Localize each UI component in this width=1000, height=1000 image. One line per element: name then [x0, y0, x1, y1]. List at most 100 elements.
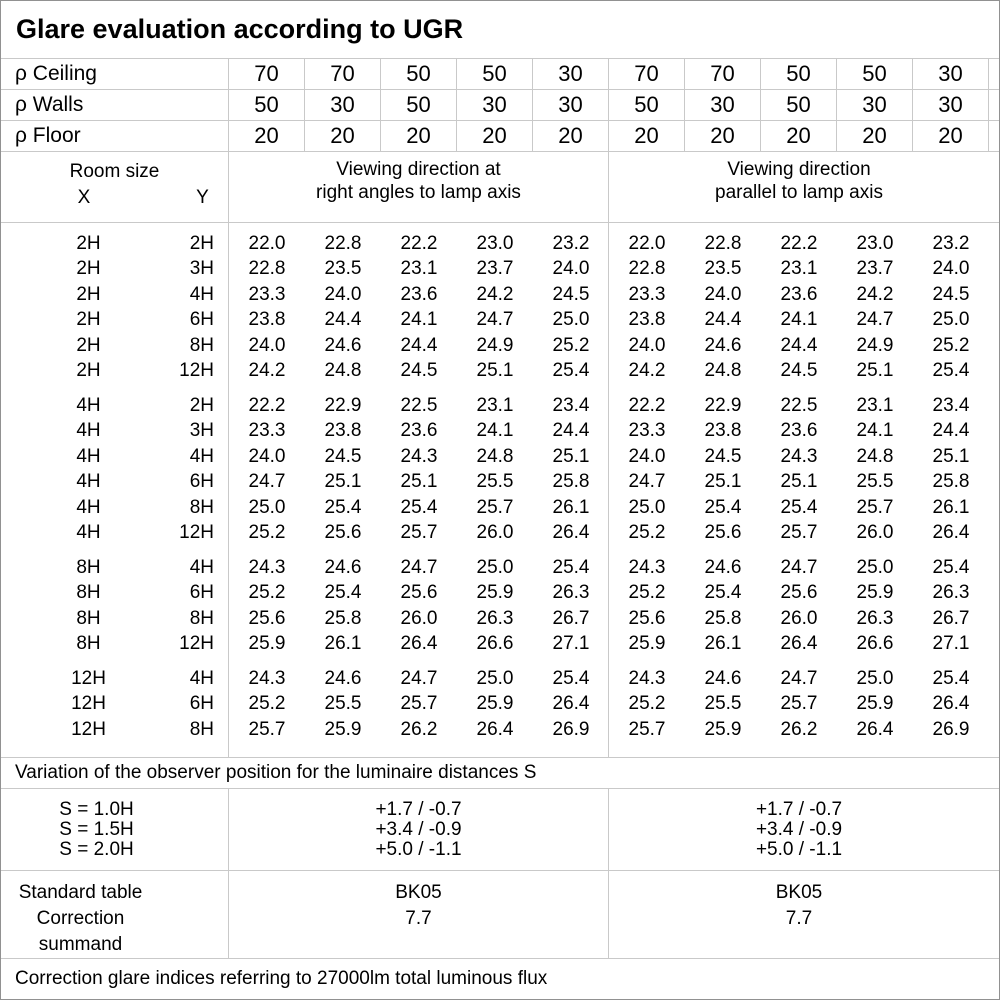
ugr-value-parallel: 24.7 — [628, 471, 666, 493]
ugr-value-right-angles: 22.5 — [400, 394, 438, 416]
group-header-line: parallel to lamp axis — [715, 182, 883, 203]
room-size-cell: 2H 2H — [1, 233, 229, 255]
standard-table-value: 7.7 — [785, 908, 813, 929]
table-header-row: Room size X Y Viewing direction at right… — [1, 152, 999, 223]
room-size-cell: 8H 12H — [1, 633, 229, 655]
ugr-value-right-angles: 23.0 — [476, 232, 514, 254]
ugr-value-parallel: 25.4 — [704, 496, 742, 518]
table-row: 4H 8H 25.0 25.4 25.4 25.7 26.1 25.0 25.4 25.4 25.7… — [1, 495, 999, 521]
table-row: 8H 4H 24.3 24.6 24.7 25.0 25.4 24.3 24.6 24.7 25.0… — [1, 555, 999, 581]
ugr-value-parallel: 24.4 — [780, 334, 818, 356]
x-axis-label: X — [77, 187, 91, 208]
ugr-value-right-angles: 24.7 — [400, 556, 438, 578]
room-x-value: 8H — [76, 607, 101, 629]
ugr-value-right-angles: 22.9 — [324, 394, 362, 416]
ugr-value-parallel: 23.0 — [856, 232, 894, 254]
room-size-cell: 8H 4H — [1, 557, 229, 579]
room-x-value: 12H — [71, 718, 106, 740]
ugr-value-right-angles: 24.7 — [476, 309, 514, 331]
ugr-value-parallel: 25.9 — [704, 718, 742, 740]
room-size-cell: 4H 4H — [1, 446, 229, 468]
room-x-value: 4H — [76, 394, 101, 416]
group-header-line: Viewing direction at — [336, 159, 501, 180]
ugr-value-parallel: 25.9 — [856, 582, 894, 604]
row-filler — [989, 59, 999, 89]
ugr-value-right-angles: 24.1 — [400, 309, 438, 331]
reflectance-value: 30 — [457, 90, 533, 120]
ugr-value-right-angles: 24.6 — [324, 667, 362, 689]
ugr-value-parallel: 25.6 — [780, 582, 818, 604]
ugr-value-parallel: 25.1 — [856, 360, 894, 382]
ugr-value-right-angles: 26.3 — [476, 607, 514, 629]
standard-table-values-right-angles: BK05 7.7 — [229, 871, 609, 958]
room-x-value: 4H — [76, 471, 101, 493]
ugr-value-parallel: 25.4 — [704, 582, 742, 604]
room-size-cell: 4H 3H — [1, 420, 229, 442]
room-y-value: 4H — [189, 556, 214, 578]
table-row: 12H 6H 25.2 25.5 25.7 25.9 26.4 25.2 25.5 25.7 25.… — [1, 692, 999, 718]
ugr-value-right-angles: 24.8 — [324, 360, 362, 382]
reflectance-value: 20 — [685, 121, 761, 151]
ugr-value-right-angles: 24.0 — [248, 445, 286, 467]
ugr-value-right-angles: 24.1 — [476, 420, 514, 442]
ugr-value-parallel: 24.3 — [628, 556, 666, 578]
standard-table-value: BK05 — [775, 882, 823, 903]
ugr-value-right-angles: 25.2 — [248, 693, 286, 715]
ugr-value-right-angles: 26.3 — [552, 582, 590, 604]
ugr-value-parallel: 25.4 — [932, 360, 970, 382]
ugr-value-parallel: 25.1 — [780, 471, 818, 493]
room-x-value: 2H — [76, 334, 101, 356]
ugr-value-right-angles: 24.3 — [248, 667, 286, 689]
reflectance-row: ρ Walls 50 30 50 30 30 50 30 50 30 30 — [1, 90, 999, 121]
room-size-cell: 2H 12H — [1, 360, 229, 382]
room-x-value: 4H — [76, 496, 101, 518]
ugr-value-right-angles: 25.5 — [476, 471, 514, 493]
room-size-header: Room size X Y — [1, 152, 229, 222]
ugr-value-parallel: 26.0 — [856, 522, 894, 544]
ugr-value-parallel: 24.0 — [628, 445, 666, 467]
ugr-value-parallel: 25.0 — [628, 496, 666, 518]
ugr-value-parallel: 23.8 — [628, 309, 666, 331]
table-row: 2H 3H 22.8 23.5 23.1 23.7 24.0 22.8 23.5 23.1 23.7… — [1, 257, 999, 283]
ugr-value-right-angles: 25.0 — [476, 667, 514, 689]
ugr-value-parallel: 26.3 — [932, 582, 970, 604]
ugr-value-parallel: 25.2 — [628, 693, 666, 715]
room-x-value: 4H — [76, 522, 101, 544]
ugr-value-parallel: 23.5 — [704, 258, 742, 280]
ugr-value-parallel: 26.6 — [856, 633, 894, 655]
ugr-value-right-angles: 22.2 — [400, 232, 438, 254]
ugr-value-parallel: 25.7 — [780, 522, 818, 544]
ugr-value-parallel: 24.0 — [932, 258, 970, 280]
room-size-cell: 4H 2H — [1, 395, 229, 417]
table-row: 2H 6H 23.8 24.4 24.1 24.7 25.0 23.8 24.4 24.1 24.7… — [1, 308, 999, 334]
s-distance-value: +1.7 / -0.7 — [755, 798, 843, 820]
ugr-value-right-angles: 26.7 — [552, 607, 590, 629]
reflectance-value: 30 — [685, 90, 761, 120]
ugr-value-right-angles: 24.4 — [400, 334, 438, 356]
ugr-value-right-angles: 23.7 — [476, 258, 514, 280]
room-size-cell: 2H 8H — [1, 335, 229, 357]
ugr-value-right-angles: 26.2 — [400, 718, 438, 740]
room-size-cell: 2H 6H — [1, 309, 229, 331]
ugr-value-right-angles: 25.9 — [476, 693, 514, 715]
ugr-value-right-angles: 26.1 — [552, 496, 590, 518]
reflectance-value: 20 — [761, 121, 837, 151]
reflectance-row: ρ Floor 20 20 20 20 20 20 20 20 20 20 — [1, 121, 999, 152]
reflectance-value: 20 — [381, 121, 457, 151]
ugr-value-right-angles: 25.1 — [324, 471, 362, 493]
ugr-value-right-angles: 24.5 — [552, 283, 590, 305]
reflectance-value: 50 — [837, 59, 913, 89]
table-row: 2H 4H 23.3 24.0 23.6 24.2 24.5 23.3 24.0 23.6 24.2… — [1, 282, 999, 308]
ugr-value-parallel: 24.0 — [704, 283, 742, 305]
ugr-value-right-angles: 26.4 — [400, 633, 438, 655]
ugr-value-parallel: 25.4 — [780, 496, 818, 518]
row-filler — [989, 90, 999, 120]
ugr-value-right-angles: 23.1 — [476, 394, 514, 416]
standard-table-labels: Standard table Correction summand — [1, 871, 229, 958]
ugr-value-parallel: 26.4 — [932, 522, 970, 544]
table-row: 8H 12H 25.9 26.1 26.4 26.6 27.1 25.9 26.1 26.4 26.… — [1, 632, 999, 658]
ugr-value-right-angles: 25.9 — [324, 718, 362, 740]
reflectance-row-label: ρ Walls — [1, 90, 229, 120]
room-size-cell: 12H 4H — [1, 668, 229, 690]
ugr-value-parallel: 25.9 — [628, 633, 666, 655]
